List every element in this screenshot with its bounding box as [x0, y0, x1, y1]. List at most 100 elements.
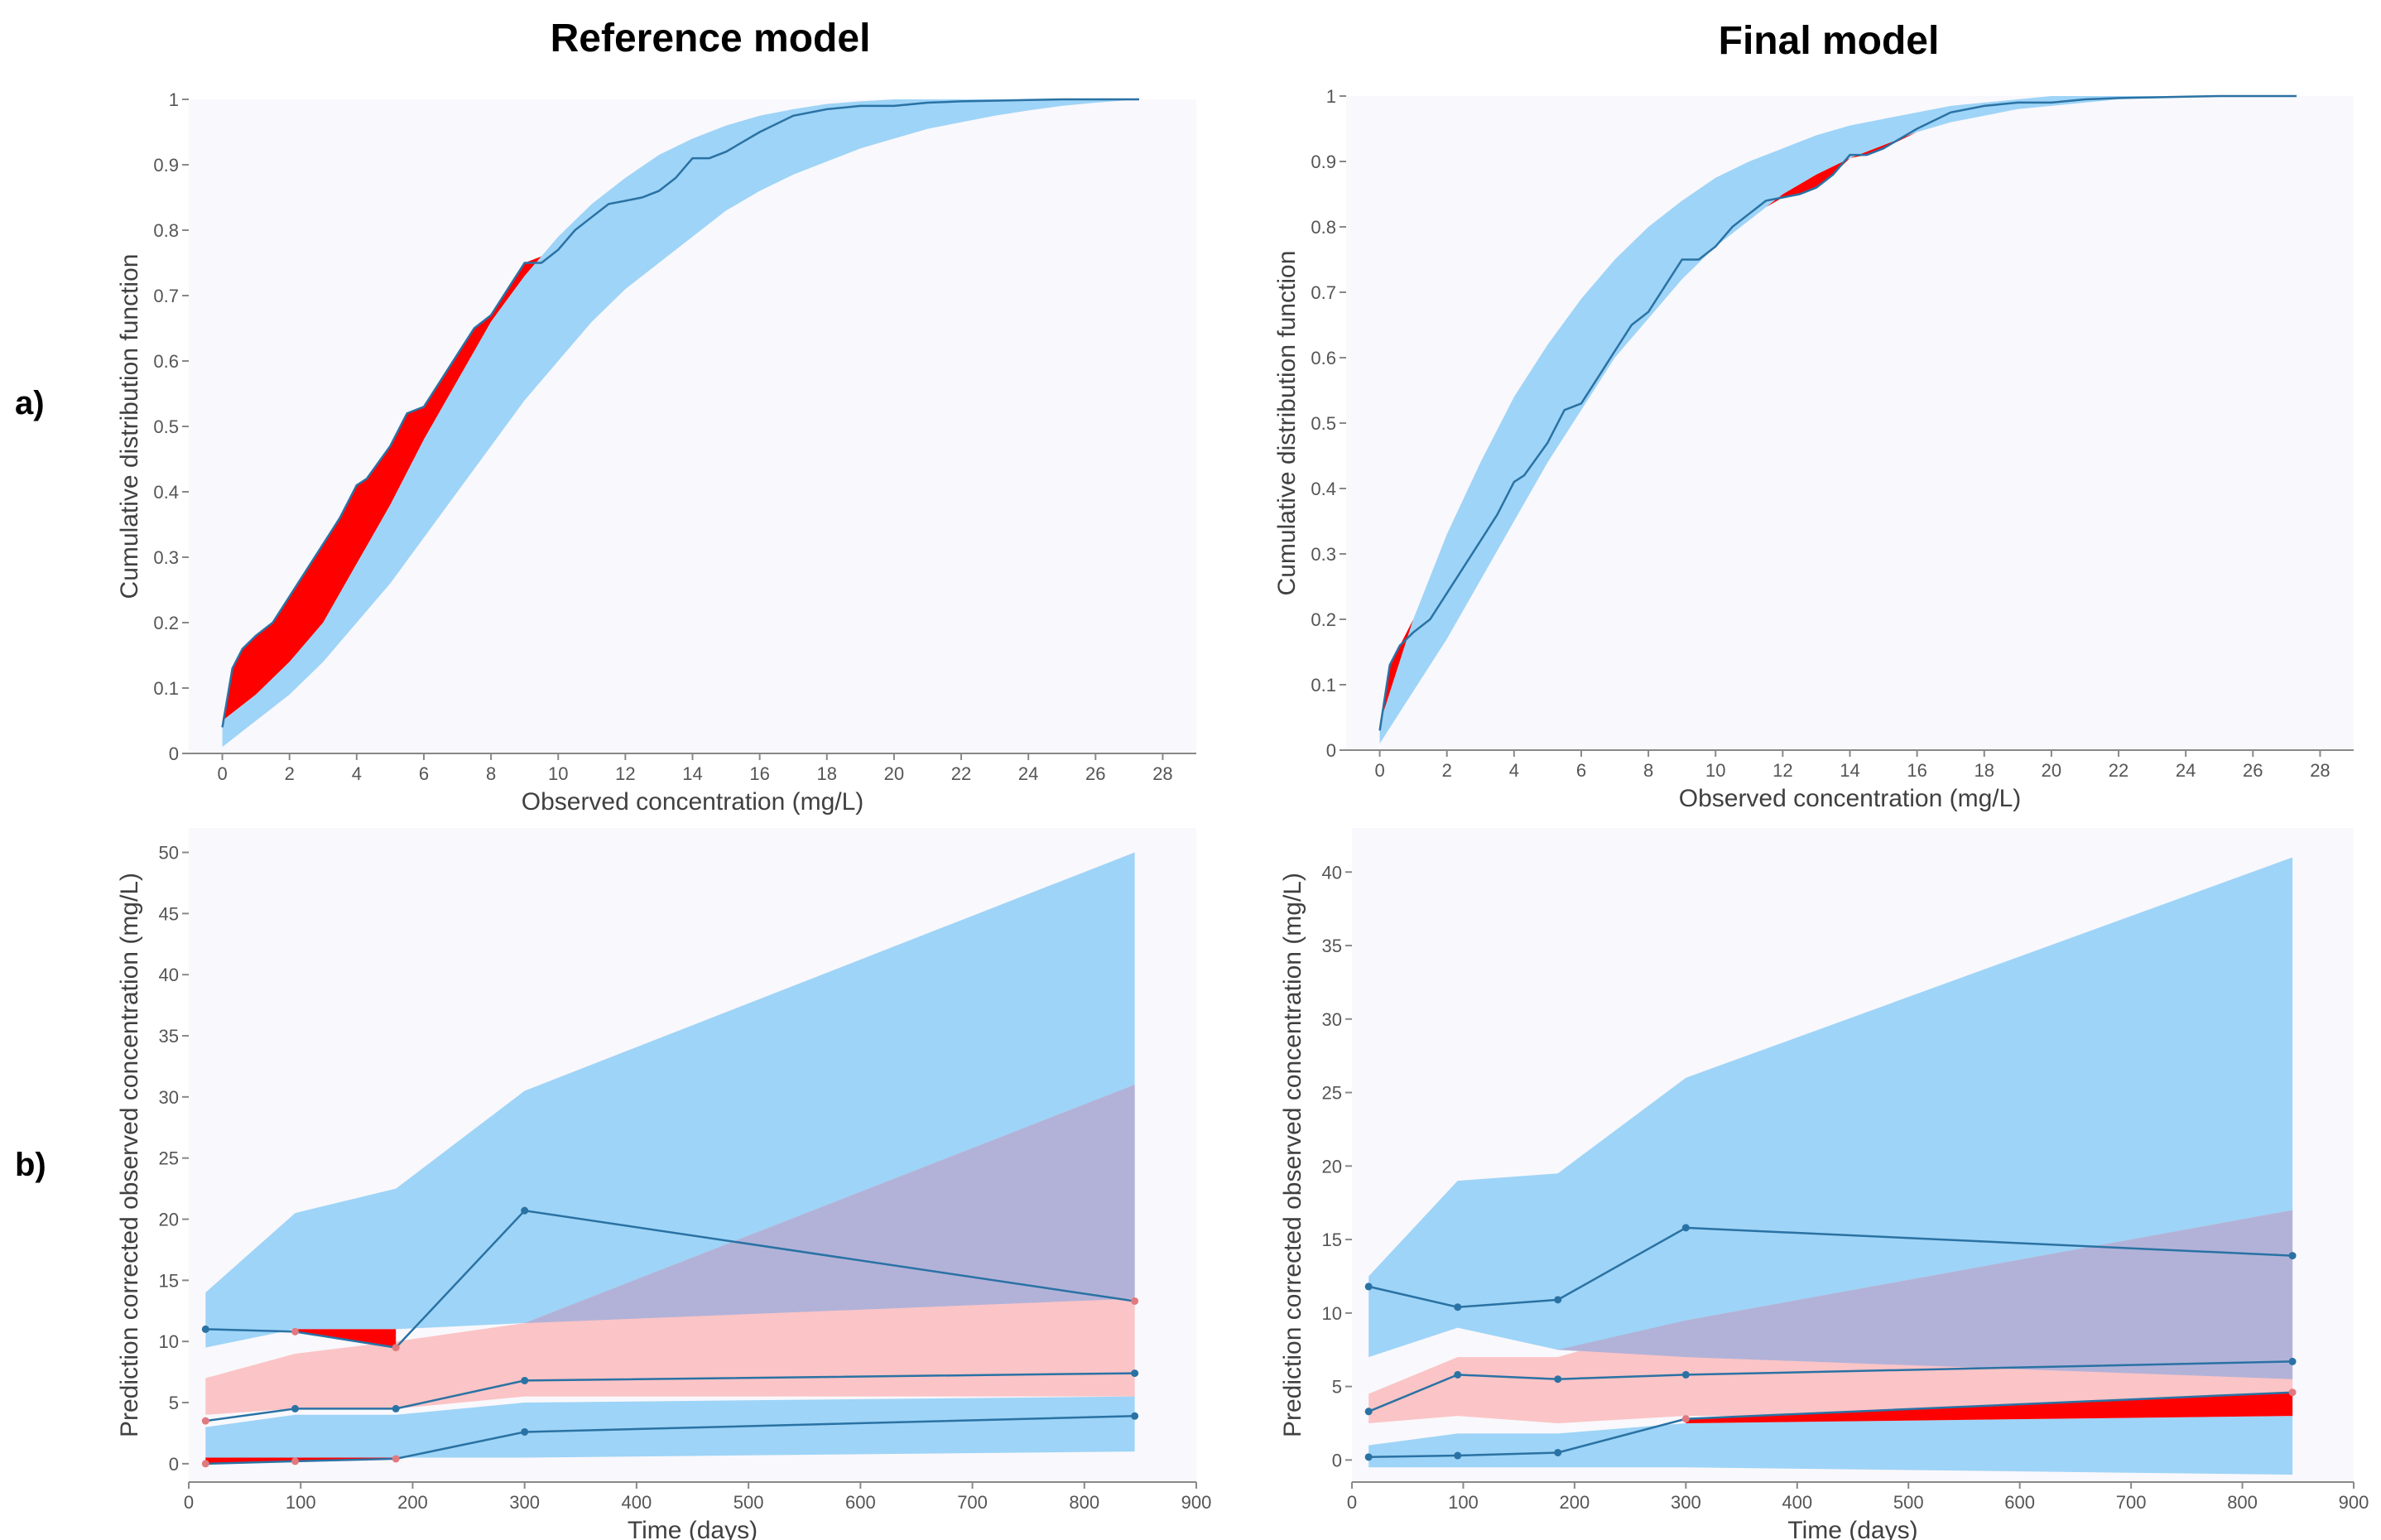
x-tick-label: 16: [749, 763, 769, 784]
observed-point: [291, 1404, 299, 1412]
y-tick-label: 0.1: [153, 678, 179, 699]
y-tick-label: 0.5: [153, 416, 179, 437]
y-tick-label: 0.4: [1311, 479, 1336, 499]
y-tick-label: 0.7: [1311, 282, 1336, 303]
x-tick-label: 22: [951, 763, 971, 784]
y-tick-label: 5: [1332, 1377, 1342, 1398]
observed-point: [1554, 1296, 1562, 1304]
x-tick-label: 2: [1442, 760, 1452, 781]
x-tick-label: 10: [548, 763, 568, 784]
x-tick-label: 0: [184, 1492, 194, 1513]
y-tick-label: 15: [1322, 1230, 1342, 1250]
panel-a-final-cdf: 0 2 4 6 8 10 12 14 16 18 20 22 24 26 2800.10.20.30.40.…: [1273, 86, 2354, 812]
y-tick-label: 45: [159, 903, 179, 924]
x-tick-label: 0: [217, 763, 227, 784]
x-axis-label: Time (days): [1787, 1517, 1917, 1540]
observed-point: [1131, 1412, 1139, 1420]
x-tick-label: 900: [1181, 1492, 1212, 1513]
observed-point: [1554, 1448, 1562, 1456]
y-tick-label: 5: [169, 1393, 179, 1413]
x-tick-label: 800: [2227, 1492, 2258, 1513]
y-tick-label: 1: [1326, 86, 1336, 107]
x-tick-label: 6: [1576, 760, 1586, 781]
x-tick-label: 500: [1893, 1492, 1924, 1513]
y-tick-label: 0: [169, 1454, 179, 1475]
observed-point: [1681, 1224, 1690, 1232]
x-tick-label: 26: [2243, 760, 2263, 781]
x-tick-label: 26: [1085, 763, 1105, 784]
observed-point: [1131, 1297, 1139, 1305]
x-tick-label: 4: [352, 763, 362, 784]
y-tick-label: 0: [1326, 740, 1336, 761]
plot-background: [1346, 96, 2354, 750]
lower-percentile-band: [1368, 1416, 2293, 1475]
y-tick-label: 30: [1322, 1009, 1342, 1030]
x-tick-label: 300: [509, 1492, 540, 1513]
x-tick-label: 8: [1643, 760, 1653, 781]
x-tick-label: 300: [1671, 1492, 1701, 1513]
observed-point: [1454, 1451, 1462, 1460]
x-tick-label: 600: [845, 1492, 876, 1513]
observed-point: [291, 1327, 299, 1335]
y-tick-label: 35: [159, 1026, 179, 1047]
y-tick-label: 40: [1322, 862, 1342, 883]
y-tick-label: 20: [159, 1210, 179, 1230]
y-tick-label: 10: [1322, 1303, 1342, 1324]
x-tick-label: 600: [2004, 1492, 2035, 1513]
y-axis-label: Cumulative distribution function: [116, 254, 143, 599]
observed-point: [1131, 1369, 1139, 1378]
x-tick-label: 500: [734, 1492, 764, 1513]
observed-point: [201, 1417, 209, 1425]
column-title-final: Final model: [1719, 19, 1940, 63]
x-tick-label: 12: [615, 763, 635, 784]
y-tick-label: 25: [1322, 1083, 1342, 1104]
y-tick-label: 0.1: [1311, 675, 1336, 695]
y-tick-label: 15: [159, 1270, 179, 1291]
observed-point: [2288, 1357, 2297, 1365]
observed-point: [1364, 1408, 1373, 1416]
x-tick-label: 0: [1374, 760, 1384, 781]
y-tick-label: 0.9: [153, 155, 179, 176]
x-axis-label: Observed concentration (mg/L): [1679, 785, 2022, 812]
panel-a-reference-cdf: 0 2 4 6 8 10 12 14 16 18 20 22 24 26 2800.10.20.30.40.…: [116, 89, 1196, 816]
panel-b-final-vpc: 0 100 200 300 400 500 600 700 800 900 0 5 10 15 20 25 30…: [1279, 828, 2369, 1540]
observed-point: [392, 1344, 400, 1352]
panel-b-reference-vpc: 0 100 200 300 400 500 600 700 800 900 0 5 10 15 20 25 30…: [116, 828, 1211, 1540]
observed-point: [521, 1376, 529, 1384]
x-tick-label: 700: [957, 1492, 988, 1513]
row-label-a: a): [15, 385, 45, 421]
x-tick-label: 100: [286, 1492, 316, 1513]
x-tick-label: 700: [2116, 1492, 2147, 1513]
x-tick-label: 12: [1773, 760, 1792, 781]
prediction-interval-band: [1379, 96, 2297, 744]
observed-point: [392, 1455, 400, 1463]
y-tick-label: 40: [159, 965, 179, 985]
y-tick-label: 0: [169, 744, 179, 764]
y-tick-label: 10: [159, 1331, 179, 1352]
x-axis-label: Time (days): [628, 1517, 758, 1540]
observed-point: [291, 1457, 299, 1465]
observed-point: [1364, 1283, 1373, 1291]
y-tick-label: 0.9: [1311, 152, 1336, 172]
y-tick-label: 0.2: [1311, 609, 1336, 630]
y-tick-label: 0.7: [153, 286, 179, 306]
x-axis-label: Observed concentration (mg/L): [522, 788, 864, 816]
x-tick-label: 22: [2109, 760, 2128, 781]
observed-point: [201, 1325, 209, 1333]
y-tick-label: 0.8: [153, 220, 179, 241]
y-tick-label: 0: [1332, 1450, 1342, 1470]
overlap-band: [1368, 1210, 2293, 1379]
column-title-reference: Reference model: [551, 17, 871, 60]
x-tick-label: 18: [817, 763, 837, 784]
x-tick-label: 800: [1069, 1492, 1099, 1513]
x-tick-label: 100: [1448, 1492, 1479, 1513]
x-tick-label: 24: [2176, 760, 2196, 781]
observed-point: [201, 1460, 209, 1468]
upper-percentile-band: [1368, 857, 2293, 1379]
y-tick-label: 30: [159, 1087, 179, 1108]
x-tick-label: 28: [2310, 760, 2330, 781]
x-tick-label: 14: [682, 763, 702, 784]
y-tick-label: 20: [1322, 1156, 1342, 1177]
observed-point: [1454, 1370, 1462, 1379]
